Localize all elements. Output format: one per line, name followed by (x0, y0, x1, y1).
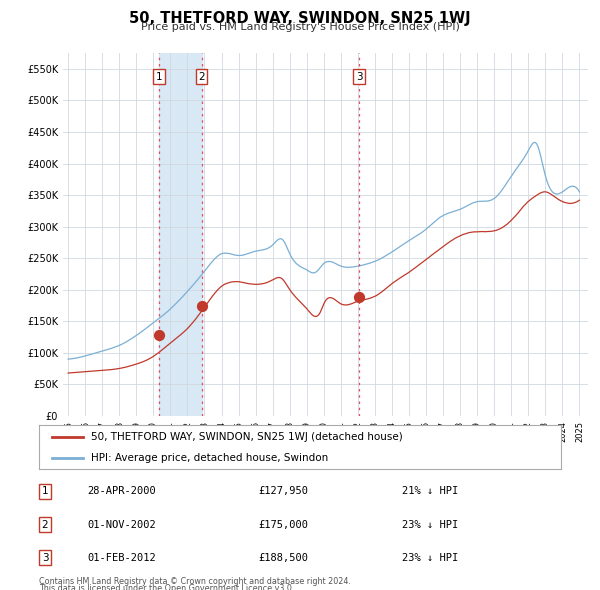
Text: Price paid vs. HM Land Registry's House Price Index (HPI): Price paid vs. HM Land Registry's House … (140, 22, 460, 32)
Point (154, 330, 164, 340)
Text: 1: 1 (41, 487, 49, 496)
Text: Contains HM Land Registry data © Crown copyright and database right 2024.: Contains HM Land Registry data © Crown c… (39, 577, 351, 586)
Text: This data is licensed under the Open Government Licence v3.0.: This data is licensed under the Open Gov… (39, 584, 295, 590)
Text: 01-NOV-2002: 01-NOV-2002 (87, 520, 156, 529)
Text: 2: 2 (41, 520, 49, 529)
Text: £127,950: £127,950 (258, 487, 308, 496)
Text: 21% ↓ HPI: 21% ↓ HPI (402, 487, 458, 496)
Point (197, 301, 206, 310)
Text: 01-FEB-2012: 01-FEB-2012 (87, 553, 156, 562)
Text: 3: 3 (41, 553, 49, 562)
Text: 1: 1 (155, 72, 162, 81)
Bar (159, 53, 202, 416)
Text: 50, THETFORD WAY, SWINDON, SN25 1WJ (detached house): 50, THETFORD WAY, SWINDON, SN25 1WJ (det… (91, 432, 403, 442)
Text: 23% ↓ HPI: 23% ↓ HPI (402, 520, 458, 529)
Text: HPI: Average price, detached house, Swindon: HPI: Average price, detached house, Swin… (91, 453, 328, 463)
Point (355, 292, 364, 301)
Text: 28-APR-2000: 28-APR-2000 (87, 487, 156, 496)
Text: £175,000: £175,000 (258, 520, 308, 529)
Text: 3: 3 (356, 72, 362, 81)
Text: 23% ↓ HPI: 23% ↓ HPI (402, 553, 458, 562)
Text: £188,500: £188,500 (258, 553, 308, 562)
Text: 2: 2 (198, 72, 205, 81)
Text: 50, THETFORD WAY, SWINDON, SN25 1WJ: 50, THETFORD WAY, SWINDON, SN25 1WJ (129, 11, 471, 25)
